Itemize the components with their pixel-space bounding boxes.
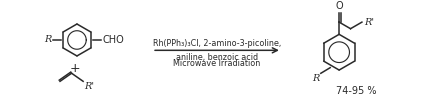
Text: R: R (313, 74, 320, 83)
Text: O: O (335, 1, 343, 11)
Text: R': R' (84, 82, 94, 91)
Text: aniline, benzoic acid: aniline, benzoic acid (176, 53, 258, 62)
Text: R': R' (364, 18, 374, 27)
Text: CHO: CHO (102, 35, 124, 45)
Text: +: + (70, 62, 81, 75)
Text: Microwave Irradiation: Microwave Irradiation (173, 59, 261, 68)
Text: R: R (44, 35, 52, 44)
Text: Rh(PPh₃)₃Cl, 2-amino-3-picoline,: Rh(PPh₃)₃Cl, 2-amino-3-picoline, (153, 39, 281, 48)
Text: 74-95 %: 74-95 % (336, 86, 376, 96)
